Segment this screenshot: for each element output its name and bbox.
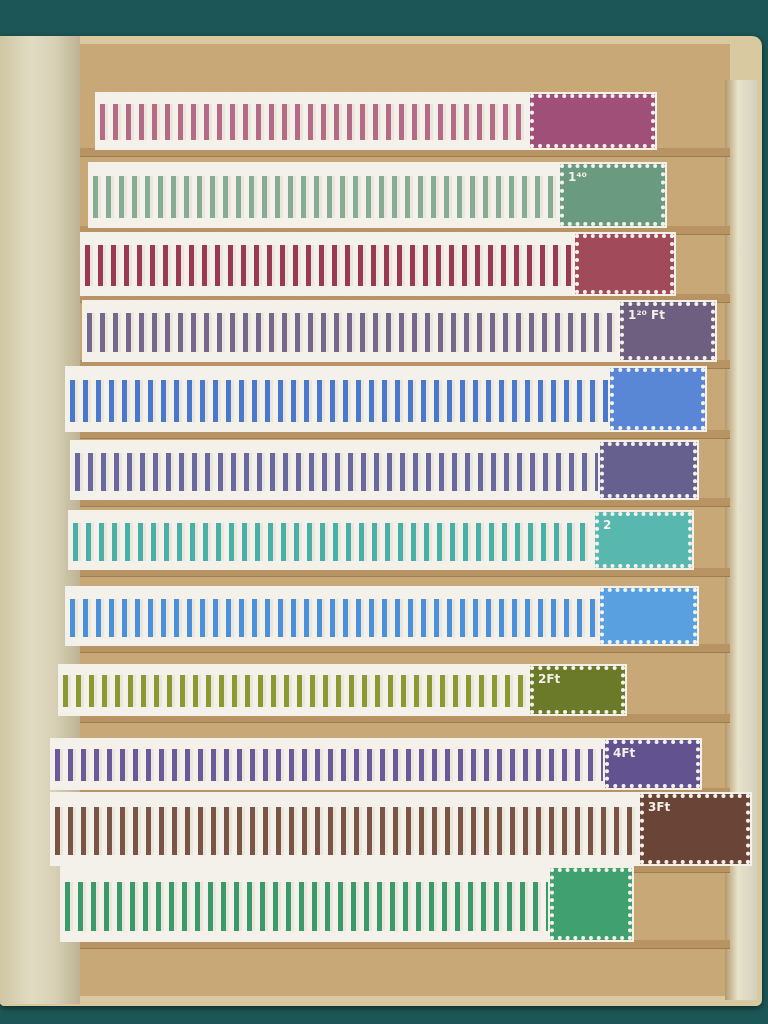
strip-pocket [80,714,730,723]
front-stamp [548,866,634,942]
overlapping-stamps [70,440,697,500]
front-stamp: 1⁴⁰ [558,162,667,228]
stamp-strip: 4Ft [50,738,702,790]
stamp-strip [60,866,634,942]
stamp-denomination: 3Ft [648,800,671,814]
front-stamp: 2 [593,510,694,570]
overlapping-stamps [50,792,750,866]
stamp-denomination: 1⁴⁰ [568,170,587,184]
stamp-strip: 2 [68,510,694,570]
front-stamp: 3Ft [638,792,752,866]
strip-pocket [80,148,730,157]
front-stamp: 2Ft [528,664,627,716]
stamp-denomination: 4Ft [613,746,636,760]
stamp-strip: 2Ft [58,664,627,716]
front-stamp [573,232,676,296]
overlapping-stamps [65,586,697,646]
stamp-strip [70,440,699,500]
front-stamp [528,92,657,150]
overlapping-stamps [50,738,700,790]
stamp-strip: 3Ft [50,792,752,866]
stamp-strip: 1⁴⁰ [88,162,667,228]
stamp-strip [95,92,657,150]
strip-pocket [80,430,730,439]
strip-pocket [80,568,730,577]
overlapping-stamps [82,300,715,362]
stamp-denomination: 1²⁰ Ft [628,308,665,322]
overlapping-stamps [68,510,692,570]
strip-pocket [80,940,730,949]
stamp-strip: 1²⁰ Ft [82,300,717,362]
front-stamp: 4Ft [603,738,702,790]
overlapping-stamps [65,366,705,432]
front-stamp [598,440,699,500]
stamp-strip [65,366,707,432]
stamp-strip [65,586,699,646]
stamp-denomination: 2 [603,518,612,532]
front-stamp [608,366,707,432]
strip-pocket [80,498,730,507]
strip-pocket [80,644,730,653]
front-stamp: 1²⁰ Ft [618,300,717,362]
overlapping-stamps [60,866,632,942]
stamp-denomination: 2Ft [538,672,561,686]
stamp-strip [80,232,676,296]
front-stamp [598,586,699,646]
